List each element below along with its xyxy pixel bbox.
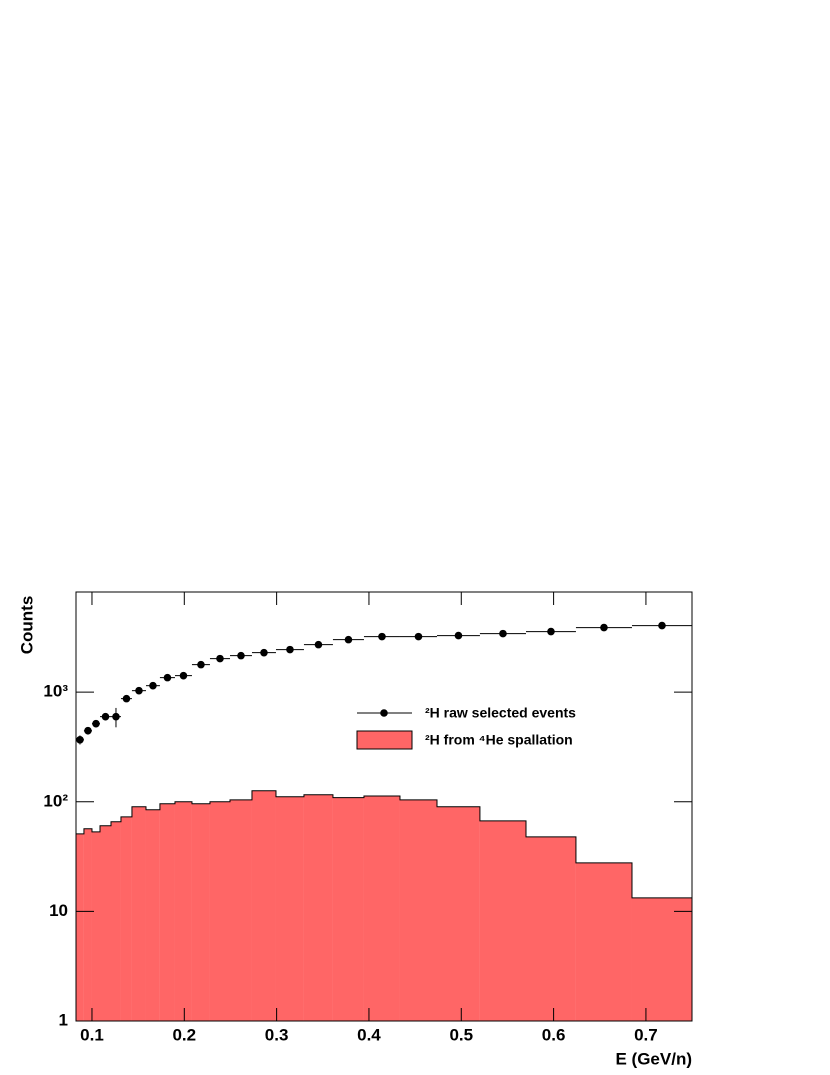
histogram-bin: [363, 795, 400, 1021]
histogram-bin: [399, 799, 437, 1021]
histogram-bin: [76, 833, 84, 1021]
data-point: [499, 629, 507, 638]
histogram-bin: [251, 790, 276, 1021]
y-tick-label: 1: [59, 1010, 68, 1029]
x-tick-label: 0.2: [172, 1025, 196, 1044]
x-tick-label: 0.6: [542, 1025, 566, 1044]
data-point: [149, 681, 157, 690]
plot-frame: [75, 591, 693, 1022]
data-point: [600, 623, 608, 632]
legend-marker: [380, 709, 388, 717]
legend-swatch: [356, 730, 413, 750]
histogram-bin: [159, 803, 175, 1021]
histogram-bin: [83, 828, 92, 1021]
x-tick-label: 0.4: [357, 1025, 381, 1044]
x-tick-label: 0.3: [265, 1025, 289, 1044]
histogram-bin: [332, 797, 364, 1021]
data-point: [92, 719, 100, 728]
x-tick-label: 0.5: [449, 1025, 473, 1044]
legend-label: ²H raw selected events: [425, 705, 576, 721]
data-point: [112, 712, 120, 721]
histogram-bin: [174, 801, 192, 1021]
data-point: [286, 645, 294, 654]
histogram-bin: [575, 862, 632, 1021]
histogram-bin: [191, 803, 210, 1021]
data-point: [179, 671, 188, 680]
data-point: [378, 632, 386, 641]
histogram-bin: [91, 831, 101, 1021]
histogram-outline: [76, 790, 692, 899]
x-tick-label: 0.1: [80, 1025, 104, 1044]
histogram-bin: [631, 897, 692, 1021]
histogram-bin: [120, 816, 132, 1021]
y-axis-label: Counts: [17, 596, 36, 655]
data-point: [260, 648, 268, 657]
histogram-bin: [230, 799, 252, 1021]
histogram-bin: [209, 801, 230, 1021]
histogram-bin: [525, 836, 576, 1021]
histogram-bin: [110, 821, 121, 1021]
x-axis-label: E (GeV/n): [615, 1049, 692, 1068]
data-point: [135, 686, 143, 695]
data-point: [547, 627, 555, 636]
histogram-bin: [145, 809, 160, 1021]
y-tick-label: 10²: [43, 791, 68, 810]
histogram-bin: [436, 806, 480, 1021]
data-point: [216, 654, 224, 663]
data-point: [197, 660, 205, 669]
histogram-bin: [303, 794, 333, 1021]
histogram-bin: [131, 806, 146, 1021]
y-tick-label: 10³: [43, 682, 68, 701]
y-tick-label: 10: [49, 901, 68, 920]
data-point: [314, 640, 323, 649]
legend-entry: ²H from ⁴He spallation: [356, 730, 573, 750]
histogram-bin: [479, 820, 526, 1021]
data-point: [237, 651, 245, 660]
data-point: [101, 712, 110, 721]
legend-entry: ²H raw selected events: [357, 705, 576, 721]
histogram-bin: [100, 825, 111, 1021]
data-point: [658, 621, 666, 630]
data-point: [344, 635, 353, 644]
data-point: [84, 726, 92, 735]
data-point: [122, 694, 131, 703]
histogram-bin: [275, 796, 304, 1021]
x-tick-label: 0.7: [634, 1025, 658, 1044]
data-point: [76, 735, 84, 744]
data-point: [163, 673, 172, 682]
legend-label: ²H from ⁴He spallation: [425, 732, 573, 748]
data-point: [454, 631, 463, 640]
data-point: [414, 632, 423, 641]
